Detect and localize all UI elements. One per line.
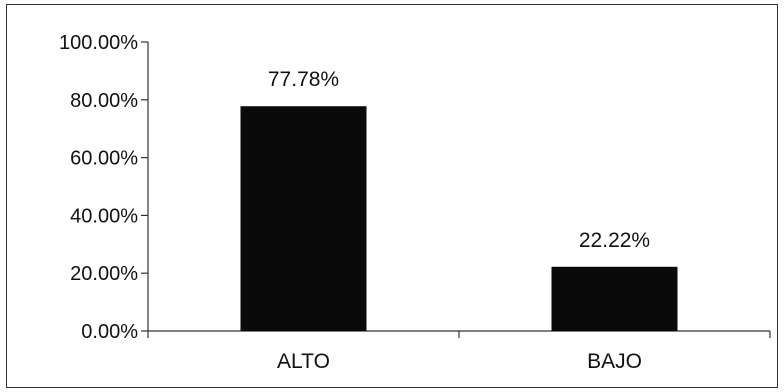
y-axis: 0.00% 20.00% 40.00% 60.00% 80.00% 100.00% [59,32,149,343]
y-tick-label: 0.00% [81,321,138,343]
y-tick-label: 100.00% [59,32,138,54]
y-tick-label: 80.00% [70,90,138,112]
bar-alto [240,106,367,332]
y-tick-label: 40.00% [70,205,138,227]
data-labels: 77.78% 22.22% [268,68,650,252]
y-tick-label: 60.00% [70,148,138,170]
y-tick-label: 20.00% [70,263,138,285]
bars [240,106,678,332]
data-label-alto: 77.78% [268,68,339,91]
x-axis: ALTO BAJO [147,330,771,373]
bar-bajo [551,266,678,331]
category-label-bajo: BAJO [587,350,642,373]
data-label-bajo: 22.22% [579,229,650,252]
category-label-alto: ALTO [277,350,330,373]
